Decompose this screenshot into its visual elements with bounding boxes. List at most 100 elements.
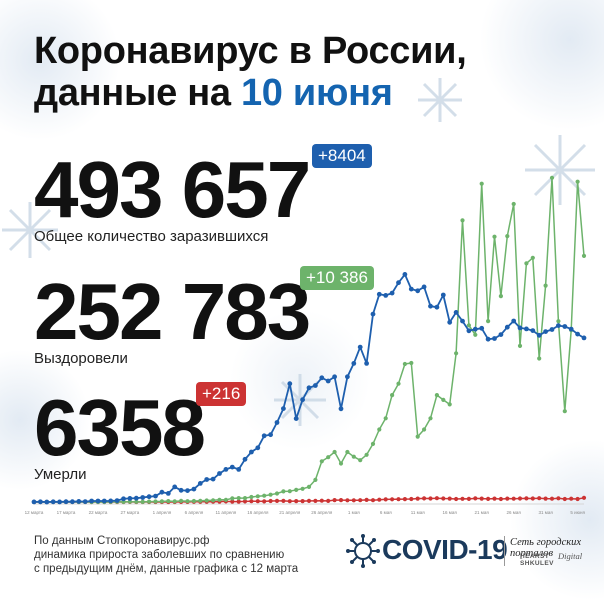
data-point (38, 499, 43, 505)
data-point (466, 328, 472, 334)
data-point (236, 467, 242, 472)
data-point (236, 499, 241, 504)
data-point (383, 416, 388, 421)
data-point (524, 326, 529, 332)
data-point (479, 181, 484, 186)
x-tick-label: 6 апреля (185, 510, 204, 515)
data-point (383, 497, 388, 502)
brand-line-3: Digital (558, 551, 583, 561)
data-point (294, 487, 299, 492)
data-point (293, 416, 299, 421)
total-cases-delta-badge: +8404 (312, 144, 372, 168)
data-point (306, 484, 312, 489)
data-point (486, 496, 491, 501)
data-point (191, 486, 197, 492)
data-point (166, 499, 171, 504)
data-point (211, 498, 216, 503)
data-point (300, 499, 305, 504)
data-point (101, 498, 107, 504)
deaths-delta-badge: +216 (196, 382, 247, 406)
data-point (230, 499, 235, 504)
x-tick-label: 21 мая (475, 510, 490, 515)
data-point (376, 291, 382, 297)
data-point (421, 284, 427, 290)
recovered-delta-badge: +10 386 (300, 266, 374, 290)
data-point (447, 402, 452, 407)
data-point (569, 496, 574, 501)
deaths-value: 6358 (34, 383, 206, 472)
data-point (492, 496, 497, 501)
data-point (524, 496, 529, 501)
data-point (76, 499, 82, 504)
data-point (268, 492, 273, 497)
data-point (377, 497, 382, 502)
data-point (249, 449, 254, 455)
x-tick-label: 22 марта (89, 510, 108, 515)
data-point (204, 477, 210, 482)
data-point (249, 494, 254, 500)
data-point (409, 360, 414, 366)
data-point (108, 498, 114, 504)
data-point (549, 175, 555, 180)
data-point (153, 499, 158, 504)
data-point (255, 494, 260, 499)
x-tick-label: 12 марта (25, 510, 44, 515)
data-point (434, 393, 439, 398)
title-line-1: Коронавирус в России, (34, 30, 467, 72)
data-point (460, 218, 465, 223)
data-point (332, 449, 337, 455)
data-point (172, 484, 178, 490)
data-point (313, 477, 318, 482)
data-point (306, 385, 312, 391)
data-point (255, 499, 260, 504)
data-point (415, 288, 421, 294)
data-point (223, 467, 229, 472)
data-point (364, 497, 369, 502)
data-point (281, 498, 286, 503)
data-point (82, 499, 88, 504)
data-point (486, 319, 491, 324)
source-note-line-3: с предыдущим днём, данные графика с 12 м… (34, 563, 299, 575)
data-point (319, 498, 324, 503)
data-point (543, 329, 548, 334)
data-point (345, 498, 350, 503)
data-point (581, 495, 587, 500)
data-point (575, 179, 580, 184)
data-point (537, 356, 542, 361)
data-point (179, 498, 184, 503)
data-point (498, 294, 503, 299)
data-point (453, 310, 459, 315)
x-tick-label: 17 марта (57, 510, 76, 515)
x-tick-label: 1 мая (348, 510, 360, 515)
data-point (326, 498, 331, 503)
x-tick-label: 21 апреля (279, 510, 301, 515)
data-point (313, 498, 318, 503)
total-cases-value: 493 657 (34, 145, 311, 234)
data-point (389, 290, 395, 296)
data-point (530, 496, 535, 501)
data-point (581, 253, 587, 258)
data-point (505, 496, 510, 501)
data-point (415, 434, 420, 439)
virus-icon (346, 534, 380, 568)
data-point (114, 498, 120, 503)
data-point (261, 433, 267, 439)
data-point (536, 332, 542, 338)
data-point (281, 489, 286, 494)
data-point (511, 496, 516, 501)
data-point (274, 498, 280, 503)
data-point (274, 420, 280, 425)
data-point (549, 327, 555, 332)
data-point (338, 406, 344, 412)
data-point (498, 332, 504, 337)
data-point (153, 493, 158, 499)
data-point (127, 496, 133, 501)
data-point (134, 499, 139, 504)
source-note-line-1: По данным Стопкоронавирус.рф (34, 535, 210, 547)
title-line-2-prefix: данные на (34, 72, 241, 114)
x-tick-label: 16 мая (443, 510, 458, 515)
data-point (479, 496, 484, 501)
total-cases-label: Общее количество заразившихся (34, 228, 269, 245)
x-tick-label: 1 апреля (153, 510, 172, 515)
